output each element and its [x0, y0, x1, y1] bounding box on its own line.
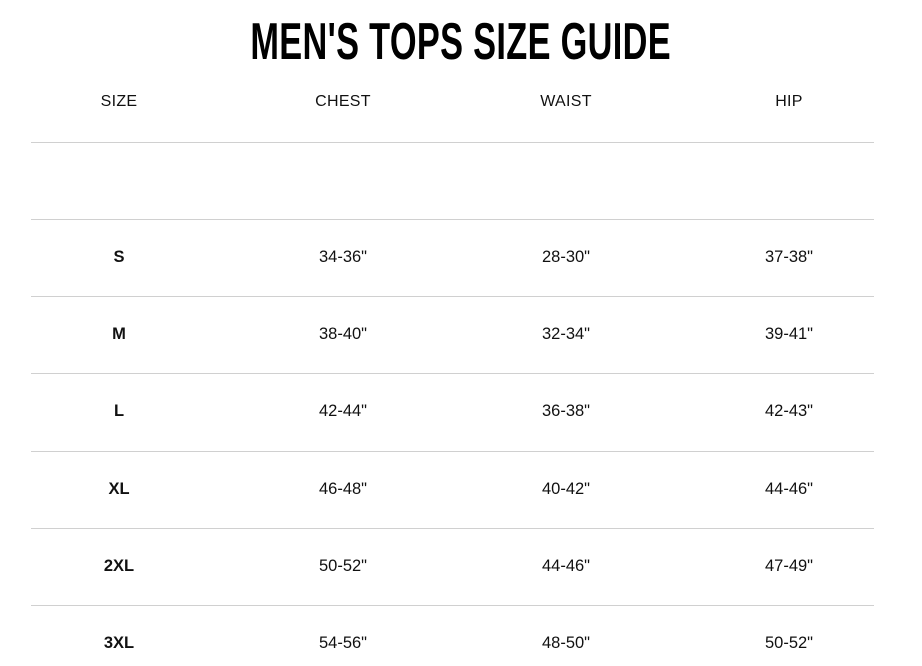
cell-hip: 39-41": [764, 325, 814, 343]
row-divider: [31, 605, 874, 606]
cell-waist: 40-42": [541, 480, 591, 498]
row-divider: [31, 142, 874, 143]
cell-size: 2XL: [103, 557, 135, 575]
row-divider: [31, 373, 874, 374]
column-header-waist: WAIST: [540, 93, 592, 110]
cell-size: 3XL: [103, 634, 135, 652]
cell-hip: 47-49": [764, 557, 814, 575]
row-divider: [31, 528, 874, 529]
cell-hip: 42-43": [764, 402, 814, 420]
cell-chest: 50-52": [318, 557, 368, 575]
cell-size: L: [113, 402, 125, 420]
row-divider: [31, 296, 874, 297]
column-header-hip: HIP: [775, 93, 803, 110]
cell-waist: 44-46": [541, 557, 591, 575]
cell-chest: 54-56": [318, 634, 368, 652]
cell-size: M: [112, 325, 126, 343]
cell-waist: 48-50": [541, 634, 591, 652]
cell-chest: 46-48": [318, 480, 368, 498]
column-header-size: SIZE: [100, 93, 138, 110]
cell-hip: 37-38": [764, 248, 814, 266]
page-title-text: MEN'S TOPS SIZE GUIDE: [250, 13, 672, 71]
cell-size: S: [113, 248, 125, 266]
cell-waist: 28-30": [541, 248, 591, 266]
cell-chest: 42-44": [318, 402, 368, 420]
page-title: MEN'S TOPS SIZE GUIDE: [0, 14, 922, 70]
cell-waist: 36-38": [541, 402, 591, 420]
cell-chest: 38-40": [318, 325, 368, 343]
cell-chest: 34-36": [318, 248, 368, 266]
cell-waist: 32-34": [541, 325, 591, 343]
column-header-chest: CHEST: [315, 93, 371, 110]
cell-hip: 50-52": [764, 634, 814, 652]
row-divider: [31, 451, 874, 452]
cell-size: XL: [108, 480, 130, 498]
row-divider: [31, 219, 874, 220]
cell-hip: 44-46": [764, 480, 814, 498]
